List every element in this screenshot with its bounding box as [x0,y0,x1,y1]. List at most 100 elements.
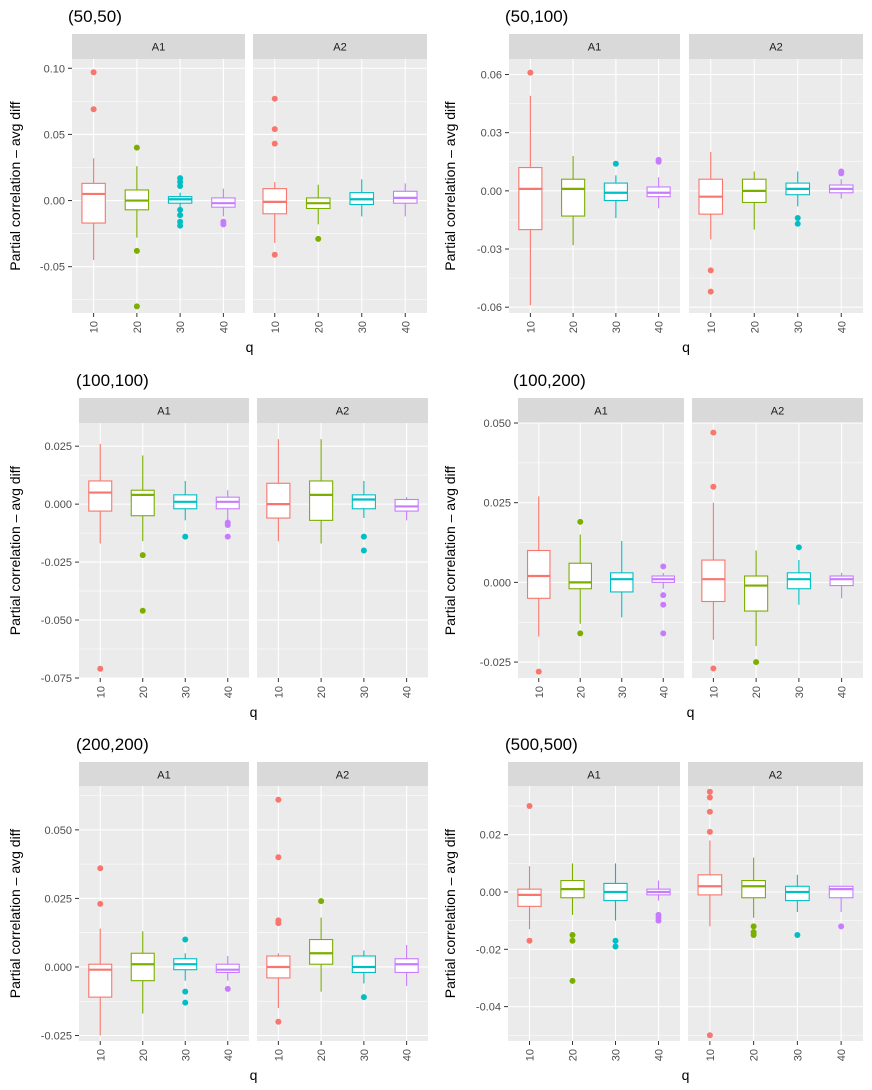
facet-strip [253,34,427,59]
y-tick-label: 0.00 [481,186,502,198]
outlier-point [569,931,576,938]
box-body [744,575,769,612]
outlier-point [707,288,714,295]
x-tick-label: 10 [706,321,718,333]
x-tick-label: 30 [357,321,369,333]
x-tick-label: 40 [402,1049,414,1061]
facet-strip-label: A2 [336,770,349,782]
y-tick-label: 0.000 [44,962,72,974]
x-axis-label: q [250,1067,258,1083]
x-tick-label: 30 [175,321,187,333]
outlier-point [710,429,717,436]
x-tick-label: 20 [138,1049,150,1061]
y-axis-label: Partial correlation – avg diff [7,101,23,270]
y-tick-label: -0.02 [476,944,501,956]
facet-panel [688,786,863,1041]
x-tick-label: 20 [316,686,328,698]
outlier-point [177,222,184,229]
panel-title: (500,500) [505,735,578,754]
y-tick-label: 0.05 [44,129,65,141]
outlier-point [527,69,534,76]
y-tick-label: -0.025 [41,1031,72,1043]
outlier-point [660,592,667,599]
x-tick-label: 30 [180,1049,192,1061]
outlier-point [794,931,801,938]
outlier-point [360,994,367,1001]
box-body [526,549,551,599]
box-body [88,963,113,998]
x-tick-label: 20 [575,686,587,698]
x-tick-label: 40 [836,1049,848,1061]
outlier-point [97,865,104,872]
outlier-point [838,923,845,930]
x-tick-label: 20 [751,686,763,698]
x-tick-label: 40 [223,1049,235,1061]
x-tick-label: 40 [402,686,414,698]
x-tick-label: 30 [794,686,806,698]
box-body [215,496,240,510]
outlier-point [224,533,231,540]
x-tick-label: 20 [313,321,325,333]
facet-strip [79,398,249,423]
x-tick-label: 10 [525,1049,537,1061]
x-tick-label: 40 [654,321,666,333]
box-body [394,498,419,512]
box-body [701,559,726,603]
box-body [741,880,766,899]
outlier-point [360,547,367,554]
outlier-point [655,917,662,924]
y-tick-label: 0.025 [44,441,72,453]
x-tick-label: 10 [525,321,537,333]
y-tick-label: 0.02 [480,830,501,842]
facet-panel [253,59,427,313]
y-axis-label: Partial correlation – avg diff [442,466,458,635]
x-tick-label: 20 [749,1049,761,1061]
facet-strip-label: A1 [157,770,170,782]
box-body [88,480,113,512]
facet-strip [257,398,428,423]
x-axis-label: q [687,704,695,720]
outlier-point [177,206,184,213]
facet-strip-label: A1 [152,42,165,54]
x-tick-label: 30 [359,1049,371,1061]
outlier-point [753,659,760,666]
facet-strip [508,762,680,787]
outlier-point [706,808,713,815]
facet-strip-label: A1 [588,42,601,54]
box-body [561,178,586,217]
box-body [697,874,723,896]
outlier-point [271,95,278,102]
facet-strip-label: A2 [333,42,346,54]
x-tick-label: 40 [836,321,848,333]
x-tick-label: 40 [218,321,230,333]
facet-strip-label: A2 [769,770,782,782]
outlier-point [526,803,533,810]
outlier-point [220,221,227,228]
outlier-point [275,920,282,927]
y-tick-label: -0.05 [40,262,65,274]
box-body [351,494,376,510]
panel-title: (200,200) [76,735,149,754]
box-body [309,480,334,521]
outlier-point [794,220,801,227]
outlier-point [133,303,140,310]
y-tick-label: -0.050 [41,615,72,627]
x-tick-label: 40 [658,686,670,698]
panel-title: (100,100) [76,371,149,390]
panel-title: (50,50) [68,7,122,26]
box-body [829,575,854,587]
outlier-point [133,144,140,151]
outlier-point [569,937,576,944]
facet-strip-label: A1 [594,406,607,418]
outlier-point [612,943,619,950]
outlier-point [750,923,757,930]
x-tick-label: 10 [95,686,107,698]
outlier-point [139,552,146,559]
outlier-point [710,665,717,672]
box-body [517,888,542,907]
outlier-point [139,607,146,614]
y-tick-label: 0.00 [44,196,65,208]
outlier-point [706,788,713,795]
x-axis-label: q [682,339,690,355]
x-tick-label: 40 [400,321,412,333]
